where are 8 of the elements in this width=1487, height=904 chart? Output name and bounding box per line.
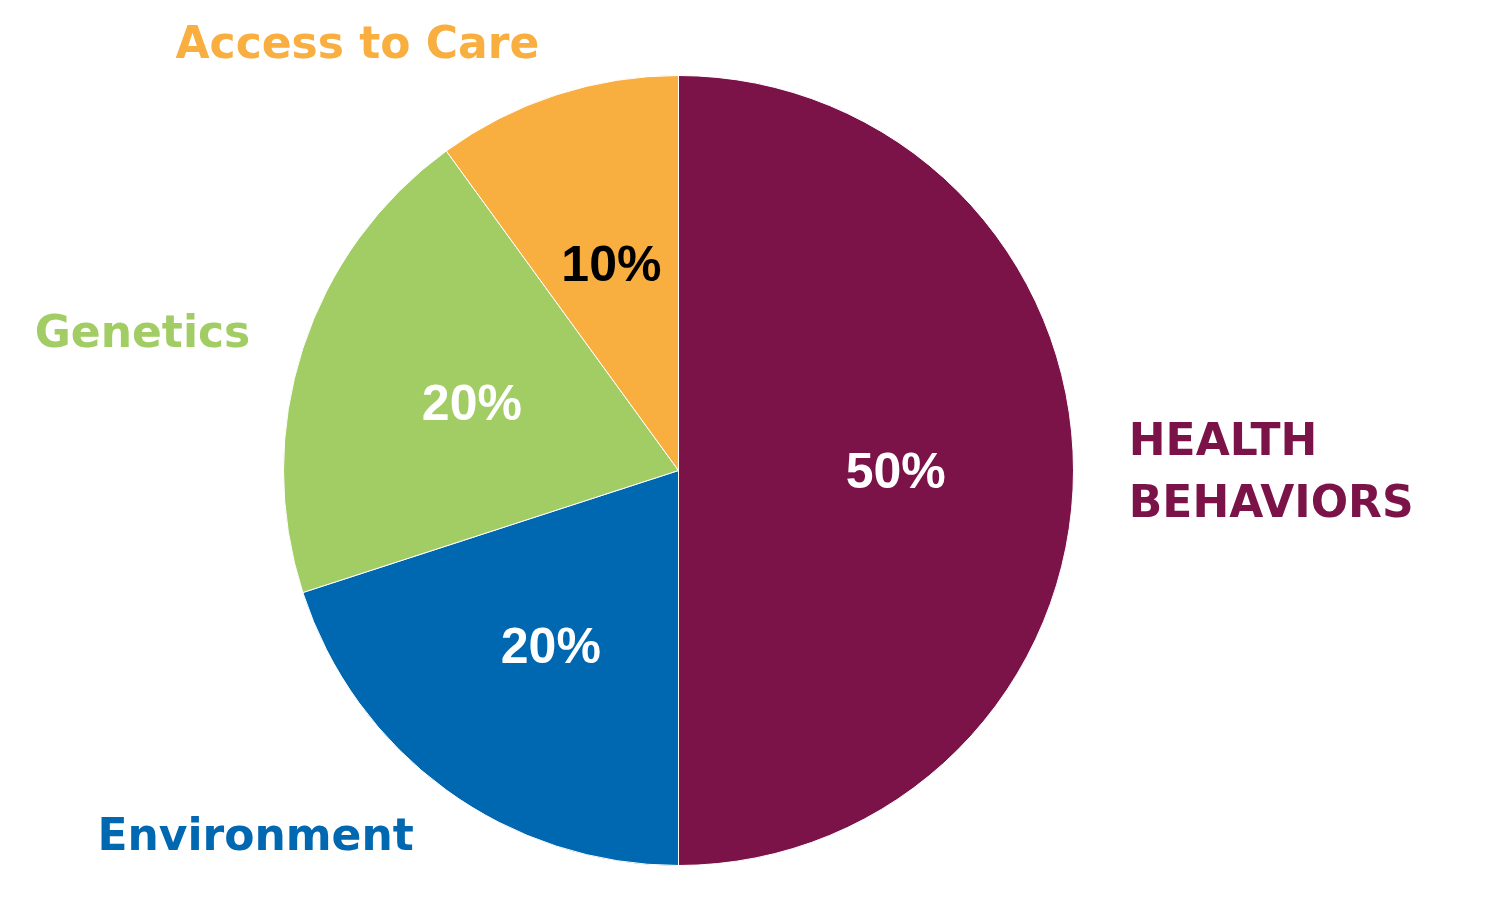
data-label: 50%: [845, 442, 946, 499]
slice-label: Environment: [97, 809, 414, 861]
data-label: 20%: [500, 618, 601, 675]
slice-label: HEALTH BEHAVIORS: [1128, 414, 1414, 527]
data-label: 10%: [561, 235, 662, 292]
data-label: 20%: [421, 375, 522, 432]
slice-label: Access to Care: [175, 16, 540, 68]
slice-label: Genetics: [34, 305, 251, 357]
